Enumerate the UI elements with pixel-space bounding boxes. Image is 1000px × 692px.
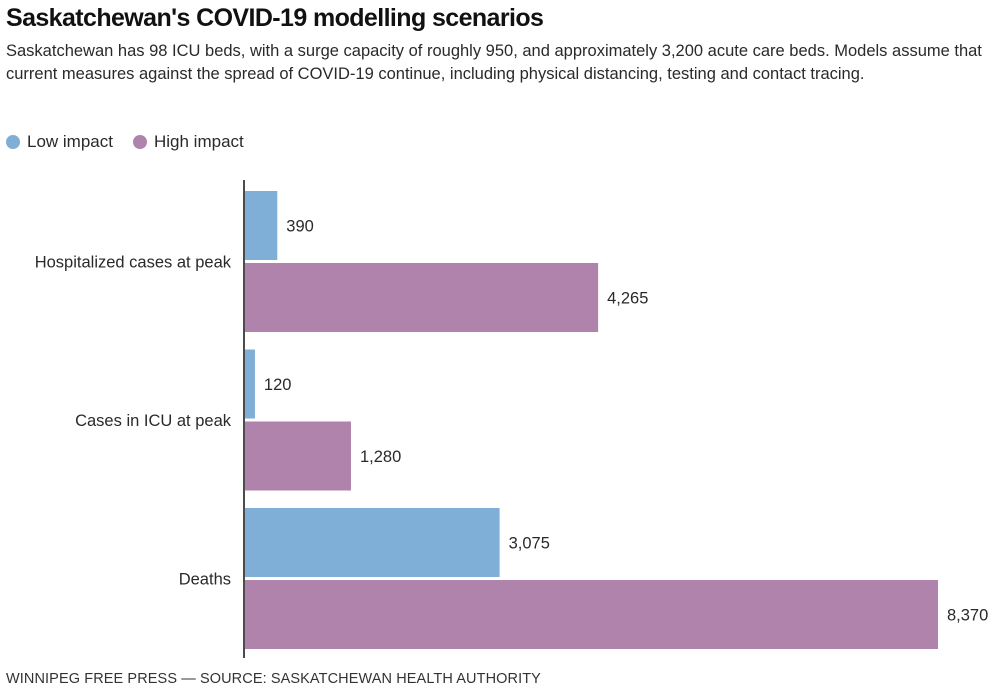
legend-swatch-high-impact [132, 135, 147, 149]
data-label-low-impact: 3,075 [509, 535, 550, 553]
legend-label-low-impact: Low impact [27, 132, 113, 151]
data-label-high-impact: 8,370 [947, 607, 988, 625]
chart-title: Saskatchewan's COVID-19 modelling scenar… [6, 4, 544, 32]
category-label: Cases in ICU at peak [75, 412, 232, 430]
data-label-low-impact: 120 [264, 376, 292, 394]
data-label-high-impact: 1,280 [360, 448, 401, 466]
bar-low-impact [245, 349, 255, 419]
bar-low-impact [245, 508, 500, 577]
data-label-high-impact: 4,265 [607, 290, 648, 308]
bar-high-impact [245, 263, 599, 332]
chart-subtitle: Saskatchewan has 98 ICU beds, with a sur… [6, 42, 982, 83]
legend-item-high-impact: High impact [132, 132, 244, 152]
category-label: Hospitalized cases at peak [35, 254, 232, 272]
category-label: Deaths [179, 571, 231, 589]
legend-item-low-impact: Low impact [6, 132, 113, 152]
bar-high-impact [245, 421, 351, 491]
bar-high-impact [245, 580, 938, 649]
legend: Low impact High impact [6, 132, 264, 152]
bar-low-impact [245, 191, 278, 260]
legend-swatch-low-impact [6, 135, 20, 149]
source-credit: WINNIPEG FREE PRESS — SOURCE: SASKATCHEW… [6, 671, 541, 687]
legend-label-high-impact: High impact [153, 132, 244, 151]
data-label-low-impact: 390 [286, 218, 314, 236]
